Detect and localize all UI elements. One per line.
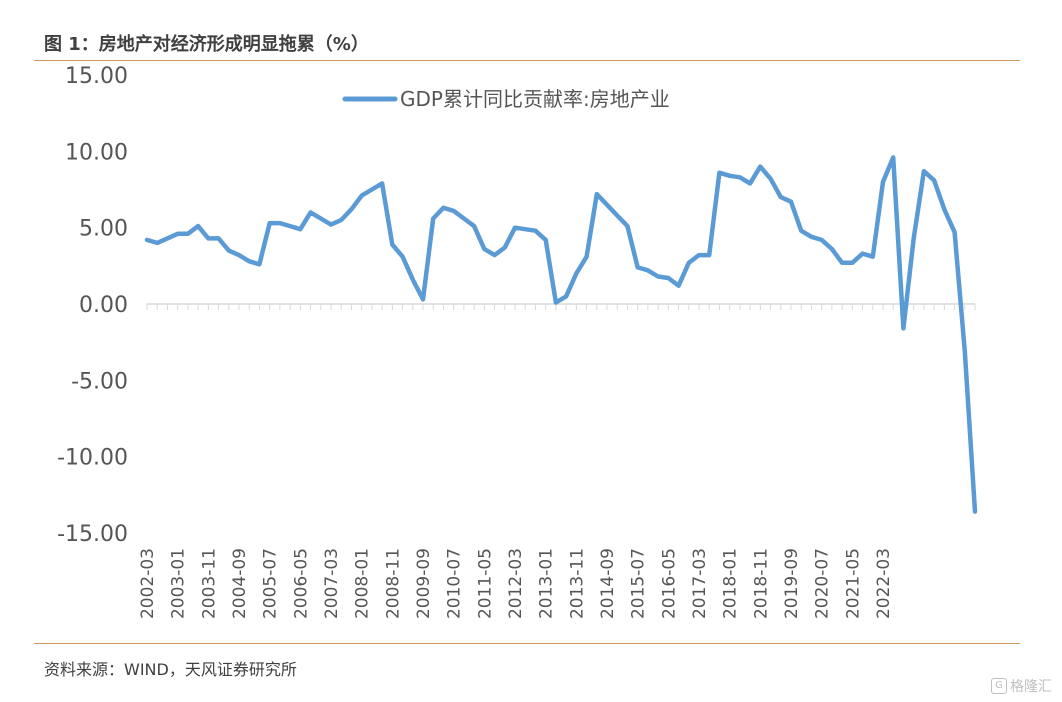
x-tick-label: 2010-07 — [445, 548, 465, 619]
x-tick-label: 2005-07 — [261, 548, 281, 619]
x-tick-label: 2007-03 — [322, 548, 342, 619]
x-tick-label: 2017-03 — [690, 548, 710, 619]
x-axis-tickmarks — [146, 304, 976, 310]
x-tick-label: 2006-05 — [291, 548, 311, 619]
y-tick-label: -5.00 — [71, 369, 128, 394]
x-tick-label: 2013-01 — [537, 548, 557, 619]
x-tick-label: 2018-01 — [721, 548, 741, 619]
y-tick-label: 15.00 — [65, 64, 128, 89]
bottom-rule — [34, 643, 1020, 644]
legend: GDP累计同比贡献率:房地产业 — [342, 87, 670, 111]
x-tick-label: 2009-09 — [414, 548, 434, 619]
source-note: 资料来源：WIND，天风证券研究所 — [44, 660, 297, 679]
y-tick-label: 0.00 — [79, 293, 128, 318]
x-tick-label: 2016-05 — [659, 548, 679, 619]
x-tick-label: 2013-11 — [567, 548, 587, 619]
series-line — [144, 155, 978, 514]
y-tick-label: 5.00 — [79, 217, 128, 242]
x-axis: 2002-03 2003-01 2003-11 2004-09 2005-07 2006-… — [138, 548, 894, 619]
watermark-text: 格隆汇 — [1010, 679, 1052, 695]
y-tick-label: 10.00 — [65, 140, 128, 165]
top-rule — [34, 60, 1020, 61]
x-tick-label: 2018-11 — [751, 548, 771, 619]
x-tick-label: 2008-11 — [383, 548, 403, 619]
figure-title: 图 1：房地产对经济形成明显拖累（%） — [44, 34, 369, 55]
x-tick-label: 2015-07 — [629, 548, 649, 619]
x-tick-label: 2012-03 — [506, 548, 526, 619]
x-tick-label: 2020-07 — [813, 548, 833, 619]
x-tick-label: 2021-05 — [843, 548, 863, 619]
x-tick-label: 2003-01 — [169, 548, 189, 619]
x-tick-label: 2014-09 — [598, 548, 618, 619]
x-tick-label: 2019-09 — [782, 548, 802, 619]
x-tick-label: 2004-09 — [230, 548, 250, 619]
legend-label: GDP累计同比贡献率:房地产业 — [400, 87, 670, 111]
x-tick-label: 2008-01 — [353, 548, 373, 619]
x-tick-label: 2011-05 — [475, 548, 495, 619]
x-tick-label: 2022-03 — [874, 548, 894, 619]
x-tick-label: 2003-11 — [199, 548, 219, 619]
y-tick-label: -10.00 — [57, 446, 128, 471]
y-axis: 15.00 10.00 5.00 0.00 -5.00 -10.00 -15.00 — [57, 64, 128, 547]
watermark: G 格隆汇 — [991, 676, 1052, 696]
y-tick-label: -15.00 — [57, 522, 128, 547]
watermark-logo-icon: G — [991, 678, 1007, 694]
x-tick-label: 2002-03 — [138, 548, 158, 619]
